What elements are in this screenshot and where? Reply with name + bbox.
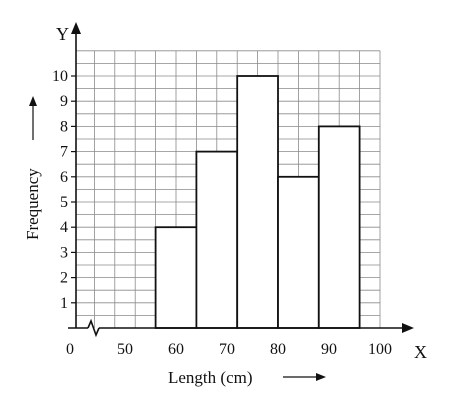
y-tick-label: 2 bbox=[60, 270, 68, 287]
x-tick-label: 60 bbox=[168, 341, 184, 358]
x-tick-label: 100 bbox=[368, 341, 392, 358]
y-tick-label: 1 bbox=[60, 295, 68, 312]
histogram-bar bbox=[236, 75, 279, 329]
y-tick-label: 6 bbox=[60, 169, 68, 186]
histogram-bar bbox=[317, 125, 361, 329]
x-axis-title-arrow bbox=[283, 373, 326, 381]
histogram-bar bbox=[277, 175, 320, 329]
x-axis-title: Length (cm) bbox=[168, 368, 253, 387]
axes bbox=[68, 22, 414, 338]
x-tick-labels: 50 60 70 80 90 100 bbox=[117, 341, 392, 358]
y-tick-label: 9 bbox=[60, 93, 68, 110]
origin-label: 0 bbox=[66, 341, 74, 358]
y-tick-labels: 1 2 3 4 5 6 7 8 9 10 bbox=[52, 68, 76, 312]
x-axis-arrowhead bbox=[402, 323, 414, 333]
y-tick-label: 10 bbox=[52, 68, 68, 85]
x-tick-label: 80 bbox=[270, 341, 286, 358]
y-tick-label: 3 bbox=[60, 244, 68, 261]
y-axis-title: Frequency bbox=[23, 168, 42, 240]
x-tick-label: 50 bbox=[117, 341, 133, 358]
y-axis-letter: Y bbox=[56, 24, 69, 44]
histogram-bar bbox=[195, 150, 239, 329]
x-tick-label: 70 bbox=[219, 341, 235, 358]
x-axis-letter: X bbox=[414, 342, 427, 362]
histogram-bar bbox=[154, 226, 198, 329]
x-axis-break-zigzag bbox=[87, 318, 100, 338]
y-axis-arrowhead bbox=[71, 22, 81, 34]
y-tick-label: 7 bbox=[60, 144, 68, 161]
y-tick-label: 4 bbox=[60, 219, 68, 236]
y-tick-label: 5 bbox=[60, 194, 68, 211]
y-tick-label: 8 bbox=[60, 118, 68, 135]
x-tick-label: 90 bbox=[321, 341, 337, 358]
y-axis-title-arrow bbox=[29, 96, 37, 140]
histogram-bars bbox=[154, 75, 361, 329]
